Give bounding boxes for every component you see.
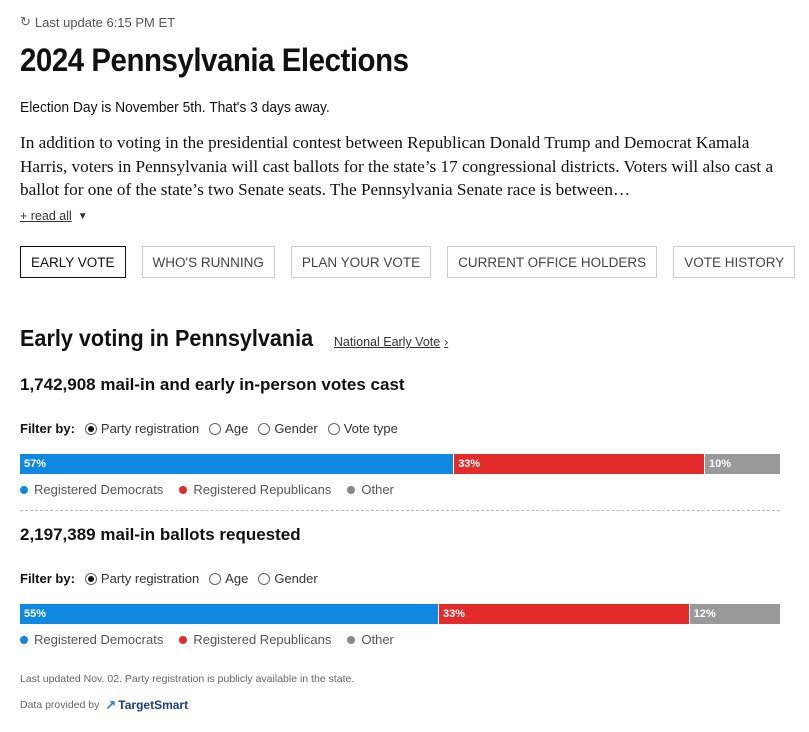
bar-segment-democrats: 55%: [20, 604, 438, 624]
radio-icon[interactable]: [258, 422, 271, 435]
legend-dot-icon: [20, 635, 28, 644]
targetsmart-logo-icon: ↗: [105, 697, 117, 712]
legend-dot-icon: [179, 485, 188, 494]
legend-label: Other: [361, 632, 394, 647]
filter-party-registration[interactable]: Party registration: [84, 571, 200, 586]
radio-selected-icon[interactable]: [84, 572, 97, 585]
filter-option-label: Age: [225, 571, 249, 586]
radio-icon[interactable]: [209, 572, 222, 585]
targetsmart-logo[interactable]: ↗ TargetSmart: [105, 697, 188, 713]
intro-paragraph: In addition to voting in the presidentia…: [20, 133, 774, 199]
legend-democrats: Registered Democrats: [20, 632, 163, 647]
tab-vote-history[interactable]: VOTE HISTORY: [673, 246, 796, 278]
radio-icon[interactable]: [258, 572, 271, 585]
votes-cast-stat: 1,742,908 mail-in and early in-person vo…: [20, 375, 405, 395]
filter-option-label: Vote type: [343, 421, 398, 436]
chevron-right-icon: ›: [444, 335, 449, 349]
read-all-label[interactable]: + read all: [20, 209, 72, 223]
national-early-vote-label[interactable]: National Early Vote: [333, 335, 441, 349]
tab-current-office-holders[interactable]: CURRENT OFFICE HOLDERS: [447, 246, 658, 278]
refresh-icon[interactable]: ↻: [20, 14, 31, 29]
legend-label: Registered Democrats: [34, 632, 164, 647]
filter-option-label: Party registration: [100, 421, 200, 436]
legend-other: Other: [347, 482, 394, 497]
legend-other: Other: [347, 632, 394, 647]
ballots-requested-legend: Registered Democrats Registered Republic…: [20, 632, 394, 647]
ballots-requested-number: 2,197,389: [20, 525, 96, 544]
radio-selected-icon[interactable]: [84, 422, 97, 435]
tab-whos-running[interactable]: WHO'S RUNNING: [141, 246, 275, 278]
section-divider: [20, 510, 780, 511]
filter-gender[interactable]: Gender: [258, 571, 318, 586]
read-all-toggle[interactable]: + read all ▼: [20, 209, 88, 223]
national-early-vote-link[interactable]: National Early Vote ›: [334, 335, 448, 349]
ballots-requested-text: mail-in ballots requested: [100, 525, 301, 544]
bar-segment-democrats: 57%: [20, 454, 454, 474]
bar-segment-other: 10%: [703, 454, 780, 474]
bar-segment-republicans: 33%: [453, 454, 704, 474]
filter-label: Filter by:: [20, 421, 75, 436]
legend-republicans: Registered Republicans: [179, 482, 331, 497]
targetsmart-logo-text: TargetSmart: [118, 698, 189, 712]
filter-gender[interactable]: Gender: [258, 421, 318, 436]
votes-cast-text: mail-in and early in-person votes cast: [100, 375, 405, 394]
filter-vote-type[interactable]: Vote type: [327, 421, 398, 436]
filter-age[interactable]: Age: [209, 421, 248, 436]
page-title: 2024 Pennsylvania Elections: [20, 42, 409, 78]
filter-option-label: Party registration: [100, 571, 200, 586]
footnote: Last updated Nov. 02. Party registration…: [20, 673, 355, 685]
filter-option-label: Gender: [274, 571, 318, 586]
early-voting-header: Early voting in Pennsylvania National Ea…: [20, 325, 448, 352]
legend-label: Registered Republicans: [193, 482, 332, 497]
provided-by-label: Data provided by: [20, 699, 100, 711]
tab-bar: EARLY VOTE WHO'S RUNNING PLAN YOUR VOTE …: [20, 246, 796, 278]
legend-dot-icon: [20, 485, 28, 494]
legend-dot-icon: [179, 635, 188, 644]
radio-icon[interactable]: [209, 422, 222, 435]
bar-segment-other: 12%: [688, 604, 780, 624]
legend-dot-icon: [347, 635, 356, 644]
legend-democrats: Registered Democrats: [20, 482, 163, 497]
ballots-requested-bar: 55% 33% 12%: [20, 604, 780, 624]
legend-dot-icon: [347, 485, 356, 494]
votes-cast-number: 1,742,908: [20, 375, 96, 394]
legend-label: Registered Republicans: [193, 632, 332, 647]
ballots-requested-filter: Filter by: Party registration Age Gender: [20, 571, 318, 586]
tab-early-vote[interactable]: EARLY VOTE: [20, 246, 126, 278]
votes-cast-bar: 57% 33% 10%: [20, 454, 780, 474]
legend-label: Registered Democrats: [34, 482, 164, 497]
last-update-text: Last update 6:15 PM ET: [34, 14, 176, 30]
section-title: Early voting in Pennsylvania: [20, 325, 314, 351]
filter-option-label: Gender: [274, 421, 318, 436]
tab-plan-your-vote[interactable]: PLAN YOUR VOTE: [290, 246, 432, 278]
ballots-requested-stat: 2,197,389 mail-in ballots requested: [20, 525, 301, 545]
last-update: ↻ Last update 6:15 PM ET: [20, 14, 175, 30]
radio-icon[interactable]: [327, 422, 340, 435]
votes-cast-filter: Filter by: Party registration Age Gender…: [20, 421, 398, 436]
votes-cast-legend: Registered Democrats Registered Republic…: [20, 482, 394, 497]
filter-option-label: Age: [225, 421, 249, 436]
election-day-countdown: Election Day is November 5th. That's 3 d…: [20, 99, 330, 116]
filter-party-registration[interactable]: Party registration: [84, 421, 200, 436]
filter-label: Filter by:: [20, 571, 75, 586]
data-provider: Data provided by ↗ TargetSmart: [20, 697, 188, 713]
filter-age[interactable]: Age: [209, 571, 248, 586]
bar-segment-republicans: 33%: [438, 604, 689, 624]
caret-down-icon: ▼: [77, 210, 88, 222]
legend-label: Other: [361, 482, 394, 497]
legend-republicans: Registered Republicans: [179, 632, 331, 647]
